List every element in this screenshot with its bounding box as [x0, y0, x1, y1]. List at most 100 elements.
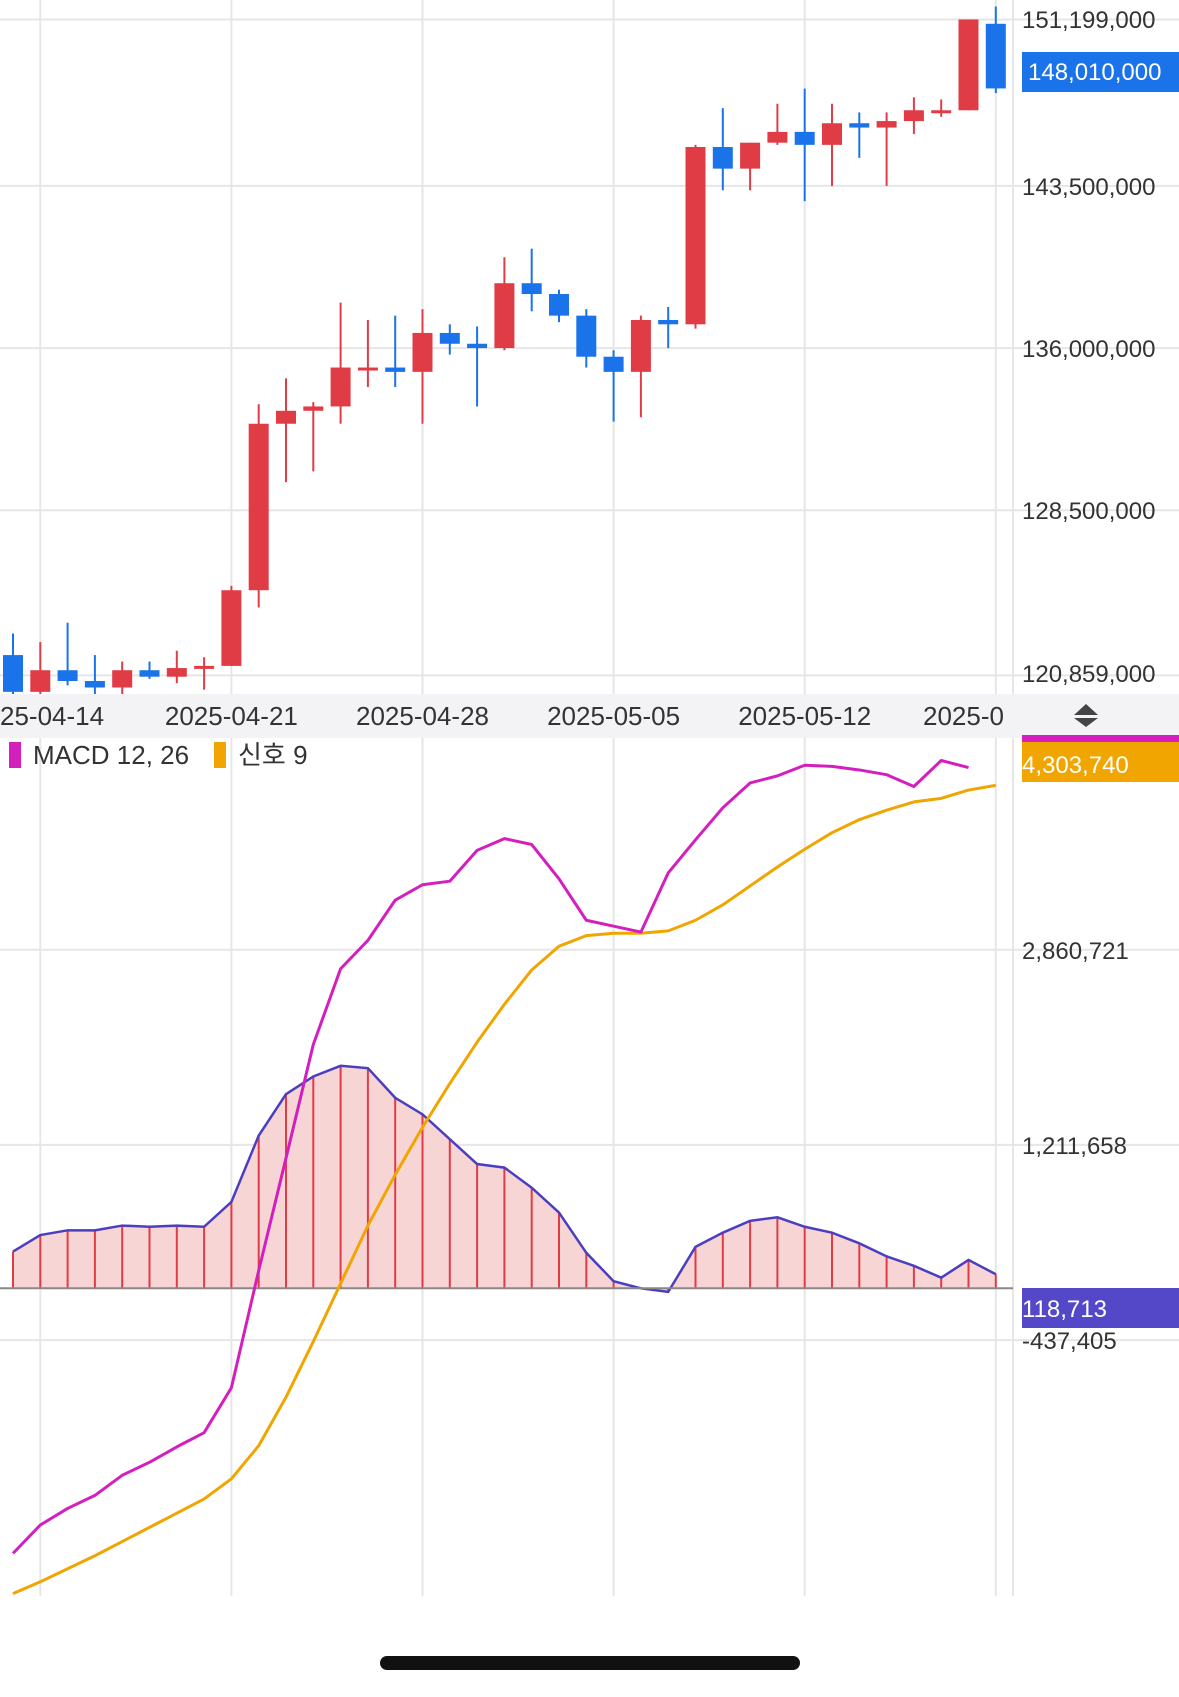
candle-body — [221, 590, 242, 666]
home-indicator — [380, 1656, 800, 1670]
candle-body — [139, 670, 160, 677]
candle — [576, 309, 597, 368]
candle-body — [57, 670, 78, 682]
histogram-value-label: 118,713 — [1022, 1296, 1107, 1323]
candle-body — [712, 147, 733, 169]
candle — [658, 307, 679, 349]
candle-body — [439, 332, 460, 344]
candle — [603, 350, 624, 422]
candle-body — [84, 681, 105, 688]
macd-line — [11, 758, 969, 1555]
candle-body — [876, 121, 897, 128]
candle-body — [357, 367, 378, 371]
last-price-label: 148,010,000 — [1028, 59, 1161, 86]
candle — [876, 112, 897, 186]
candle — [385, 315, 406, 387]
candle-body — [794, 131, 815, 145]
candle — [685, 144, 706, 329]
candle — [221, 585, 242, 666]
candle — [931, 99, 952, 117]
candle — [30, 642, 51, 694]
candle — [57, 622, 78, 686]
date-label: 2025-05-12 — [738, 701, 871, 731]
legend: MACD 12, 26 신호 9 — [9, 740, 308, 770]
candle-body — [849, 123, 870, 128]
date-label: 2025-05-05 — [547, 701, 680, 731]
candle — [549, 289, 569, 323]
candle — [521, 248, 542, 312]
resize-down-arrow[interactable] — [1074, 718, 1098, 727]
candle-body — [958, 19, 979, 111]
panel-resize-icon[interactable] — [1074, 704, 1098, 727]
legend-swatch-signal — [214, 742, 226, 768]
candle-body — [740, 142, 761, 169]
candle-body — [166, 668, 187, 677]
date-label: 2025-04-28 — [356, 701, 489, 731]
macd-panel: 2,860,721 1,211,658 -437,405 MACD 12, 26 신… — [0, 735, 1179, 1596]
candle — [439, 324, 460, 355]
signal-value-label: 4,303,740 — [1022, 752, 1129, 779]
macd-axis: 2,860,721 1,211,658 -437,405 — [1022, 938, 1129, 1355]
candle — [849, 112, 870, 158]
candle — [194, 657, 215, 690]
price-tick-label: 143,500,000 — [1022, 174, 1155, 201]
candle-body — [903, 110, 924, 122]
candle — [3, 633, 23, 699]
price-tick-label: 128,500,000 — [1022, 498, 1155, 525]
candlesticks — [3, 6, 1006, 701]
candle-body — [3, 655, 23, 692]
candle — [276, 378, 296, 483]
candle — [467, 326, 488, 407]
candle-body — [767, 131, 788, 143]
legend-label-macd: MACD 12, 26 — [33, 740, 189, 770]
candle — [630, 315, 651, 418]
candle — [767, 103, 788, 145]
legend-swatch-macd — [9, 742, 21, 768]
signal-value-tag-bg — [1022, 742, 1179, 782]
candle — [822, 103, 842, 186]
date-label: 2025-04-21 — [165, 701, 298, 731]
candle-body — [412, 332, 433, 372]
macd-tick-label: 2,860,721 — [1022, 938, 1129, 965]
candle-body — [931, 110, 952, 114]
legend-label-signal: 신호 9 — [238, 740, 308, 770]
candle-body — [603, 356, 624, 372]
macd-tags: 4,303,740 118,713 — [1022, 735, 1179, 1328]
candle-body — [248, 423, 269, 591]
candle-body — [630, 319, 651, 372]
candle — [166, 650, 187, 684]
candle — [84, 655, 105, 701]
macd-tick-label: -437,405 — [1022, 1328, 1117, 1355]
resize-up-arrow[interactable] — [1074, 704, 1098, 715]
price-panel: 151,199,000 143,500,000 136,000,000 128,500… — [3, 6, 1179, 701]
candle — [139, 661, 160, 679]
last-price-tag-bg — [1022, 52, 1179, 92]
candle — [985, 6, 1006, 93]
candle — [412, 309, 433, 424]
date-label: 25-04-14 — [0, 701, 104, 731]
candle-body — [303, 406, 324, 411]
date-axis-bg — [0, 694, 1179, 738]
candle-body — [385, 367, 406, 372]
candle-body — [467, 343, 488, 349]
histogram-value-tag-bg — [1022, 1288, 1179, 1328]
candle — [903, 97, 924, 135]
candle — [112, 661, 133, 697]
candle-body — [685, 147, 706, 325]
candle-body — [330, 367, 351, 407]
candle — [494, 257, 515, 351]
last-price-tag: 148,010,000 — [1022, 52, 1179, 92]
candle-body — [494, 283, 515, 349]
macd-lines — [11, 758, 997, 1596]
grid-lines — [0, 0, 1179, 1596]
price-tick-label: 136,000,000 — [1022, 336, 1155, 363]
date-axis: 25-04-14 2025-04-21 2025-04-28 2025-05-05 20… — [0, 694, 1179, 738]
price-tick-label: 120,859,000 — [1022, 661, 1155, 688]
macd-histogram — [0, 1064, 1013, 1294]
candle — [740, 142, 761, 191]
candle-body — [30, 670, 51, 692]
candle — [330, 302, 351, 424]
histogram-outline — [12, 1064, 997, 1294]
candle-body — [194, 665, 215, 669]
candle-body — [658, 319, 679, 325]
